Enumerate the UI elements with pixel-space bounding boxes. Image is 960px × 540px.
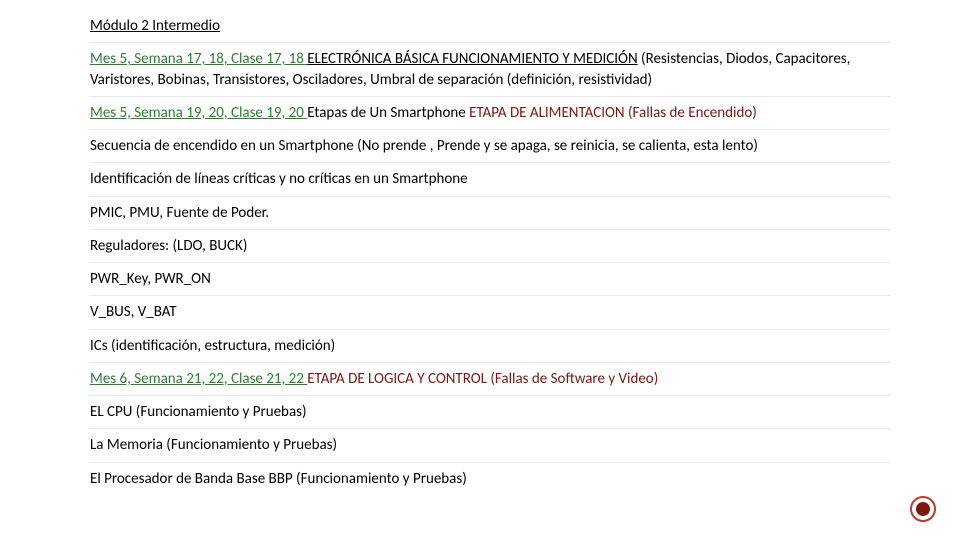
line-6-text: Reguladores: (LDO, BUCK) — [90, 237, 247, 255]
line-9: ICs (identificación, estructura, medició… — [90, 330, 890, 363]
line-5: PMIC, PMU, Fuente de Poder. — [90, 197, 890, 230]
line-10-prefix: Mes 6, Semana 21, 22, Clase 21, 22 — [90, 370, 307, 388]
corner-badge-icon — [910, 496, 936, 522]
module-title: Módulo 2 Intermedio — [90, 10, 890, 43]
line-10-stage: ETAPA DE LOGICA Y CONTROL (Fallas de Sof… — [307, 370, 658, 388]
line-9-text: ICs (identificación, estructura, medició… — [90, 337, 335, 355]
line-8-text: V_BUS, V_BAT — [90, 303, 177, 321]
line-1: Mes 5, Semana 17, 18, Clase 17, 18 ELECT… — [90, 43, 890, 97]
line-4-text: Identificación de líneas críticas y no c… — [90, 170, 468, 188]
line-11-text: EL CPU (Funcionamiento y Pruebas) — [90, 403, 307, 421]
line-12-text: La Memoria (Funcionamiento y Pruebas) — [90, 436, 337, 454]
line-1-topic: ELECTRÓNICA BÁSICA FUNCIONAMIENTO Y MEDI… — [307, 50, 637, 68]
line-4: Identificación de líneas críticas y no c… — [90, 163, 890, 196]
line-7-text: PWR_Key, PWR_ON — [90, 270, 211, 288]
title-text: Módulo 2 Intermedio — [90, 17, 220, 35]
line-2-prefix: Mes 5, Semana 19, 20, Clase 19, 20 — [90, 104, 307, 122]
line-13: El Procesador de Banda Base BBP (Funcion… — [90, 463, 890, 495]
line-2-stage: ETAPA DE ALIMENTACION (Fallas de Encendi… — [469, 104, 757, 122]
line-12: La Memoria (Funcionamiento y Pruebas) — [90, 429, 890, 462]
line-10: Mes 6, Semana 21, 22, Clase 21, 22 ETAPA… — [90, 363, 890, 396]
line-3-text: Secuencia de encendido en un Smartphone … — [90, 137, 758, 155]
line-11: EL CPU (Funcionamiento y Pruebas) — [90, 396, 890, 429]
corner-badge-inner — [916, 502, 930, 516]
line-13-text: El Procesador de Banda Base BBP (Funcion… — [90, 470, 467, 488]
line-5-text: PMIC, PMU, Fuente de Poder. — [90, 204, 269, 222]
line-6: Reguladores: (LDO, BUCK) — [90, 230, 890, 263]
line-1-prefix: Mes 5, Semana 17, 18, Clase 17, 18 — [90, 50, 307, 68]
line-3: Secuencia de encendido en un Smartphone … — [90, 130, 890, 163]
line-7: PWR_Key, PWR_ON — [90, 263, 890, 296]
line-8: V_BUS, V_BAT — [90, 296, 890, 329]
line-2-mid: Etapas de Un Smartphone — [307, 104, 469, 122]
line-2: Mes 5, Semana 19, 20, Clase 19, 20 Etapa… — [90, 97, 890, 130]
